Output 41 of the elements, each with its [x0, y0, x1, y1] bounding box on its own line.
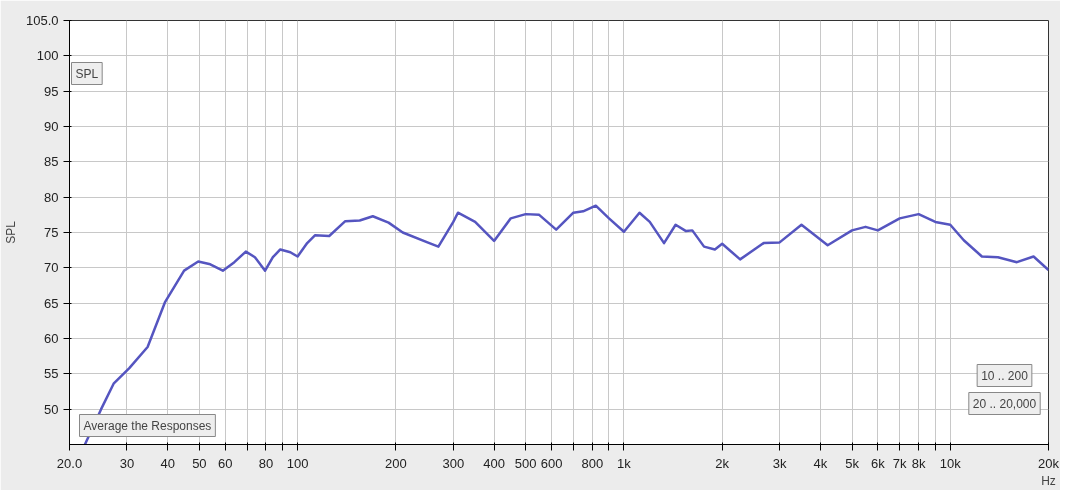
- y-tick-label: 85: [44, 154, 59, 170]
- x-tick-label: 7k: [892, 455, 908, 471]
- x-tick-label: 200: [384, 455, 407, 471]
- x-tick-label: 500: [514, 455, 537, 471]
- annotation: SPL: [75, 66, 99, 81]
- x-tick-label: 80: [258, 455, 274, 471]
- x-tick-label: 50: [192, 455, 207, 471]
- y-tick-label: 50: [44, 401, 59, 417]
- x-tick-label: 6k: [871, 455, 886, 471]
- y-tick-label: 80: [44, 189, 59, 205]
- y-tick-label: 70: [44, 260, 59, 276]
- x-tick-label: 2k: [715, 455, 730, 471]
- x-tick-label: 20k: [1038, 455, 1060, 471]
- y-tick-label: 90: [44, 119, 59, 134]
- x-tick-label: 1k: [617, 455, 632, 471]
- x-tick-label: 3k: [772, 455, 787, 471]
- x-tick-label: 300: [442, 455, 465, 471]
- x-tick-label: 100: [286, 455, 309, 471]
- annotation: 10 .. 200: [981, 368, 1029, 383]
- y-axis-title: SPL: [3, 220, 18, 244]
- x-tick-label: 600: [540, 455, 563, 471]
- x-tick-label: 10k: [939, 455, 962, 471]
- x-axis-title: Hz: [1041, 473, 1056, 488]
- x-tick-label: 800: [581, 455, 604, 471]
- x-tick-label: 8k: [911, 455, 926, 471]
- x-tick-label: 40: [160, 455, 175, 471]
- y-tick-label: 100: [36, 48, 59, 64]
- y-tick-label: 55: [44, 366, 59, 382]
- annotation: Average the Responses: [83, 418, 212, 433]
- x-tick-label: 400: [483, 455, 505, 471]
- y-tick-label: 60: [44, 331, 59, 346]
- y-tick-label: 65: [44, 295, 59, 311]
- y-tick-label: 75: [44, 225, 59, 240]
- x-tick-label: 20.0: [56, 455, 83, 471]
- y-tick-label: 95: [44, 83, 59, 99]
- x-tick-label: 60: [217, 455, 233, 471]
- y-tick-label: 105.0: [25, 13, 59, 28]
- x-tick-label: 30: [119, 455, 135, 471]
- x-tick-label: 4k: [813, 455, 828, 471]
- x-tick-label: 5k: [845, 455, 860, 471]
- annotation: 20 .. 20,000: [972, 396, 1037, 411]
